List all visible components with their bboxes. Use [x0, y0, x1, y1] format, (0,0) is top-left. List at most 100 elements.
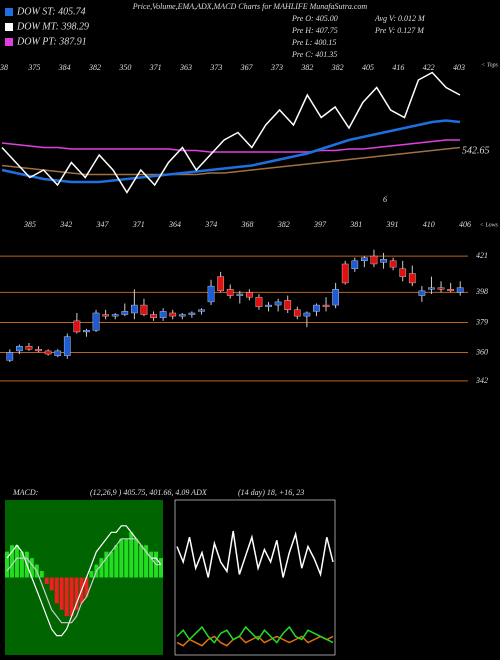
candle-body: [361, 257, 368, 262]
histogram-bar: [14, 545, 19, 578]
stat-label: Pre H: 407.75: [291, 26, 338, 35]
candle-body: [54, 350, 62, 356]
series-line: [6, 538, 161, 624]
histogram-bar: [44, 577, 49, 584]
candle-body: [293, 309, 301, 317]
candle-body: [284, 300, 292, 311]
histogram-bar: [9, 545, 14, 578]
histogram-bar: [59, 577, 64, 610]
histogram-bar: [89, 571, 94, 578]
candle-body: [35, 349, 42, 352]
top-label: 405: [362, 63, 374, 72]
stat-label: Avg V: 0.012 M: [374, 14, 426, 23]
panel-bg: [174, 499, 336, 656]
top-label: 416: [392, 63, 404, 72]
histogram-bar: [99, 558, 104, 578]
candle-body: [265, 304, 272, 307]
candle-body: [313, 304, 320, 312]
histogram-bar: [69, 577, 74, 617]
legend-swatch: [5, 8, 13, 16]
histogram-bar: [104, 551, 109, 578]
legend-label: DOW PT: 387.91: [16, 36, 87, 47]
top-label: 403: [453, 63, 465, 72]
low-caption: < Lows: [480, 222, 499, 228]
candle-body: [389, 260, 397, 268]
candle-body: [322, 304, 330, 307]
top-label: 422: [423, 63, 435, 72]
histogram-bar: [84, 577, 89, 597]
marker-label: 6: [383, 195, 387, 204]
histogram-bar: [129, 532, 134, 578]
histogram-bar: [54, 577, 59, 604]
stat-label: Pre O: 405.00: [291, 14, 338, 23]
candle-body: [92, 312, 100, 331]
low-label: 371: [132, 220, 145, 229]
low-label: 381: [349, 220, 362, 229]
top-label: 375: [27, 63, 40, 72]
candle-body: [83, 330, 90, 333]
histogram-bar: [5, 551, 9, 578]
low-label: 385: [23, 220, 36, 229]
candle-body: [236, 293, 244, 296]
low-label: 410: [423, 220, 435, 229]
candle-body: [456, 287, 464, 293]
right-label: 542.65: [462, 145, 490, 156]
top-label: 382: [300, 63, 313, 72]
candle-body: [73, 320, 81, 333]
candle-body: [217, 276, 224, 292]
top-label: 373: [270, 63, 283, 72]
candle-body: [418, 290, 426, 296]
low-label: 406: [459, 220, 471, 229]
top-label: 384: [58, 63, 71, 72]
panel-info: (12,26,9 ) 405.75, 401.66, 4.09 ADX: [90, 488, 208, 497]
candle-body: [428, 287, 435, 290]
low-label: 368: [241, 220, 254, 229]
histogram-bar: [139, 545, 144, 578]
low-label: 382: [277, 220, 290, 229]
histogram-bar: [19, 551, 24, 578]
candle-body: [370, 255, 378, 265]
panel-label: MACD:: [12, 488, 39, 497]
candle-body: [111, 314, 119, 317]
candle-body: [25, 345, 33, 350]
candle-body: [207, 285, 215, 303]
candle-body: [246, 292, 253, 298]
candle-body: [226, 289, 234, 296]
candle-body: [6, 352, 14, 361]
top-label: 350: [118, 63, 131, 72]
histogram-bar: [49, 577, 54, 591]
legend-label: DOW MT: 398.29: [16, 21, 89, 32]
legend-swatch: [5, 23, 13, 31]
series-line: [1, 146, 461, 176]
top-label: 382: [331, 63, 344, 72]
series-line: [1, 71, 461, 194]
candle-body: [255, 296, 263, 307]
series-line: [176, 635, 334, 647]
series-line: [6, 525, 162, 637]
low-label: 342: [59, 220, 72, 229]
histogram-bar: [149, 551, 154, 578]
y-tick-label: 342: [475, 376, 488, 385]
histogram-bar: [29, 558, 34, 578]
candle-body: [198, 309, 205, 312]
histogram-bar: [39, 571, 44, 578]
low-label: 374: [204, 220, 217, 229]
histogram-bar: [144, 545, 149, 578]
series-line: [176, 625, 334, 644]
low-label: 397: [313, 220, 327, 229]
candle-body: [150, 314, 157, 318]
low-label: 347: [96, 220, 110, 229]
stat-label: Pre V: 0.127 M: [374, 26, 425, 35]
candle-body: [159, 311, 167, 318]
candle-body: [63, 336, 71, 356]
top-label: 363: [179, 63, 192, 72]
histogram-bar: [114, 545, 119, 578]
legend-swatch: [5, 38, 13, 46]
series-line: [1, 139, 460, 153]
histogram-bar: [159, 558, 163, 578]
histogram-bar: [124, 538, 129, 578]
candle-body: [188, 312, 196, 315]
y-tick-label: 360: [475, 347, 488, 356]
